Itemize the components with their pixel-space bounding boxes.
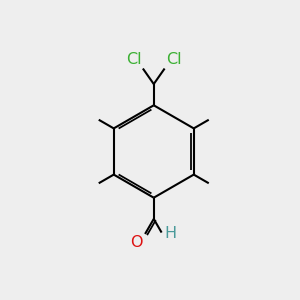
Text: Cl: Cl <box>166 52 182 67</box>
Text: Cl: Cl <box>126 52 142 67</box>
Text: H: H <box>164 226 176 241</box>
Text: O: O <box>130 235 142 250</box>
